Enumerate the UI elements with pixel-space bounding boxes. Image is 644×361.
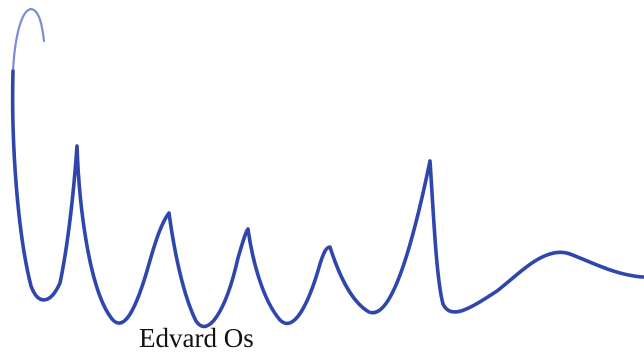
signature-main-stroke: [10, 69, 644, 329]
signer-name: Edvard Os: [139, 323, 254, 353]
signature-initial-hook: [11, 7, 46, 73]
